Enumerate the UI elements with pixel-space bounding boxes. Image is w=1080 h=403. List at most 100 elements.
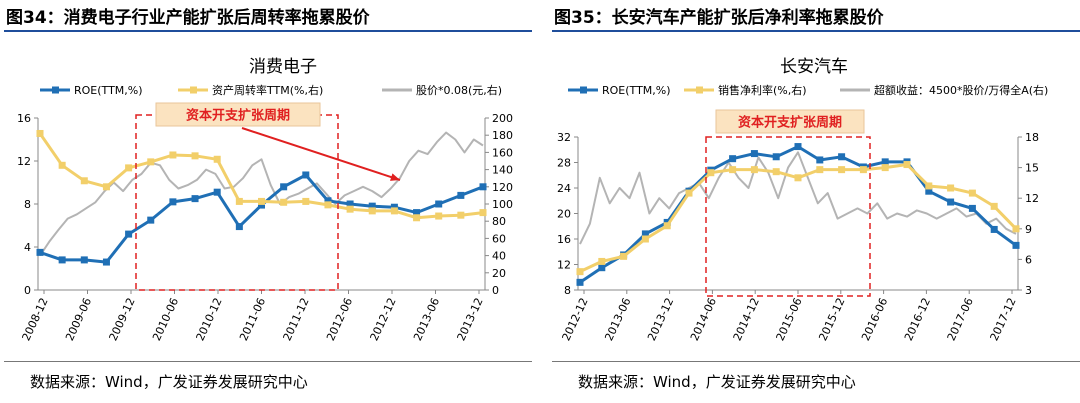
figure-35-panel: 图35：长安汽车产能扩张后净利率拖累股价 长安汽车 ROE(TTM,%) 销售净利率… <box>548 0 1080 403</box>
series-point <box>750 166 758 174</box>
legend-swatch-marker <box>696 86 703 94</box>
y2-tick-label: 200 <box>492 112 513 125</box>
chart-consumer-electronics: 消费电子 ROE(TTM,%) 资产周转率TTM(%,右) 股价*0.08(元,右) 0… <box>17 57 513 343</box>
x-tick-label: 2009-12 <box>107 296 138 343</box>
series-point <box>479 209 487 217</box>
series-point <box>881 158 889 166</box>
series-point <box>213 188 221 196</box>
series-point <box>368 207 376 215</box>
y2-tick-label: 6 <box>1025 253 1032 266</box>
title-rule <box>4 30 532 32</box>
trend-arrow-shaft <box>241 127 401 181</box>
series-point <box>641 235 649 243</box>
series-point <box>147 158 155 166</box>
figure-title: 图35：长安汽车产能扩张后净利率拖累股价 <box>554 8 884 28</box>
series-point <box>685 189 693 197</box>
y2-tick-label: 60 <box>492 232 506 245</box>
x-tick-label: 2010-06 <box>150 296 181 343</box>
series-point <box>125 164 133 172</box>
series-point <box>663 222 671 230</box>
series-point <box>925 182 933 190</box>
series-point <box>816 156 824 164</box>
x-tick-label: 2015-12 <box>816 296 847 343</box>
series-point <box>169 151 177 159</box>
trend-arrow-head <box>390 173 400 181</box>
series-point <box>280 198 288 206</box>
y2-tick-label: 80 <box>492 215 506 228</box>
y2-tick-label: 15 <box>1025 162 1039 175</box>
series-point <box>620 252 628 260</box>
series-point <box>368 202 376 210</box>
legend-swatch-marker <box>580 86 587 94</box>
y2-tick-label: 20 <box>492 267 506 280</box>
data-source: 数据来源：Wind，广发证券发展研究中心 <box>578 373 856 391</box>
series-point <box>947 198 955 206</box>
x-tick-label: 2016-12 <box>902 296 933 343</box>
series-point <box>794 174 802 182</box>
y2-tick-label: 180 <box>492 129 513 142</box>
series-point <box>598 264 606 272</box>
source-rule <box>4 361 532 362</box>
series-point <box>435 212 443 220</box>
series-point <box>707 169 715 177</box>
series-point <box>235 197 243 205</box>
series-point <box>346 200 354 208</box>
legend-swatch-marker <box>52 86 59 94</box>
legend-label: 超额收益：4500*股价/万得全A(右) <box>874 83 1048 97</box>
series-line <box>39 131 484 257</box>
x-tick-label: 2011-06 <box>237 296 268 343</box>
y-tick-label: 8 <box>24 198 31 211</box>
series-point <box>324 197 332 205</box>
y-tick-label: 4 <box>24 241 31 254</box>
legend-swatch-marker <box>190 86 197 94</box>
y2-tick-label: 3 <box>1025 284 1032 297</box>
series-point <box>390 203 398 211</box>
y-tick-label: 12 <box>557 259 571 272</box>
series-point <box>479 183 487 191</box>
series-point <box>990 202 998 210</box>
legend-label: ROE(TTM,%) <box>602 84 671 97</box>
series-point <box>258 197 265 205</box>
series-point <box>435 200 443 208</box>
x-tick-label: 2017-06 <box>945 296 976 343</box>
y2-tick-label: 120 <box>492 181 513 194</box>
series-point <box>968 204 976 212</box>
series-point <box>794 143 802 151</box>
series-point <box>838 166 846 174</box>
x-tick-label: 2013-12 <box>455 296 486 343</box>
series-point <box>576 278 584 286</box>
series-point <box>80 256 88 264</box>
annotation-label: 资本开支扩张周期 <box>738 115 842 131</box>
data-source: 数据来源：Wind，广发证券发展研究中心 <box>30 373 308 391</box>
x-tick-label: 2008-12 <box>20 296 51 343</box>
figure-title: 图34：消费电子行业产能扩张后周转率拖累股价 <box>6 8 370 28</box>
series-point <box>191 195 199 203</box>
annotation-label: 资本开支扩张周期 <box>186 108 290 124</box>
series-point <box>125 230 133 238</box>
x-tick-label: 2015-06 <box>774 296 805 343</box>
series-point <box>413 214 421 222</box>
series-point <box>36 129 44 137</box>
y-tick-label: 20 <box>557 208 571 221</box>
x-tick-label: 2013-12 <box>645 296 676 343</box>
series-point <box>1012 241 1020 249</box>
series-point <box>772 168 780 176</box>
y-tick-label: 0 <box>24 284 31 297</box>
x-tick-label: 2013-06 <box>411 296 442 343</box>
series-point <box>302 171 310 179</box>
legend-label: 销售净利率(%,右) <box>718 83 807 97</box>
series-point <box>102 258 110 266</box>
y-tick-label: 12 <box>17 155 31 168</box>
x-tick-label: 2012-12 <box>368 296 399 343</box>
series-point <box>147 216 155 224</box>
y2-tick-label: 9 <box>1025 223 1032 236</box>
chart-title: 消费电子 <box>249 57 317 77</box>
x-tick-label: 2014-06 <box>688 296 719 343</box>
series-point <box>750 150 758 158</box>
series-point <box>881 164 889 172</box>
series-point <box>925 187 933 195</box>
chart-changan-auto: 长安汽车 ROE(TTM,%) 销售净利率(%,右) 超额收益：4500*股价/万得全… <box>557 57 1048 343</box>
legend-label: ROE(TTM,%) <box>74 84 143 97</box>
series-point <box>413 209 421 217</box>
series-point <box>903 161 911 169</box>
